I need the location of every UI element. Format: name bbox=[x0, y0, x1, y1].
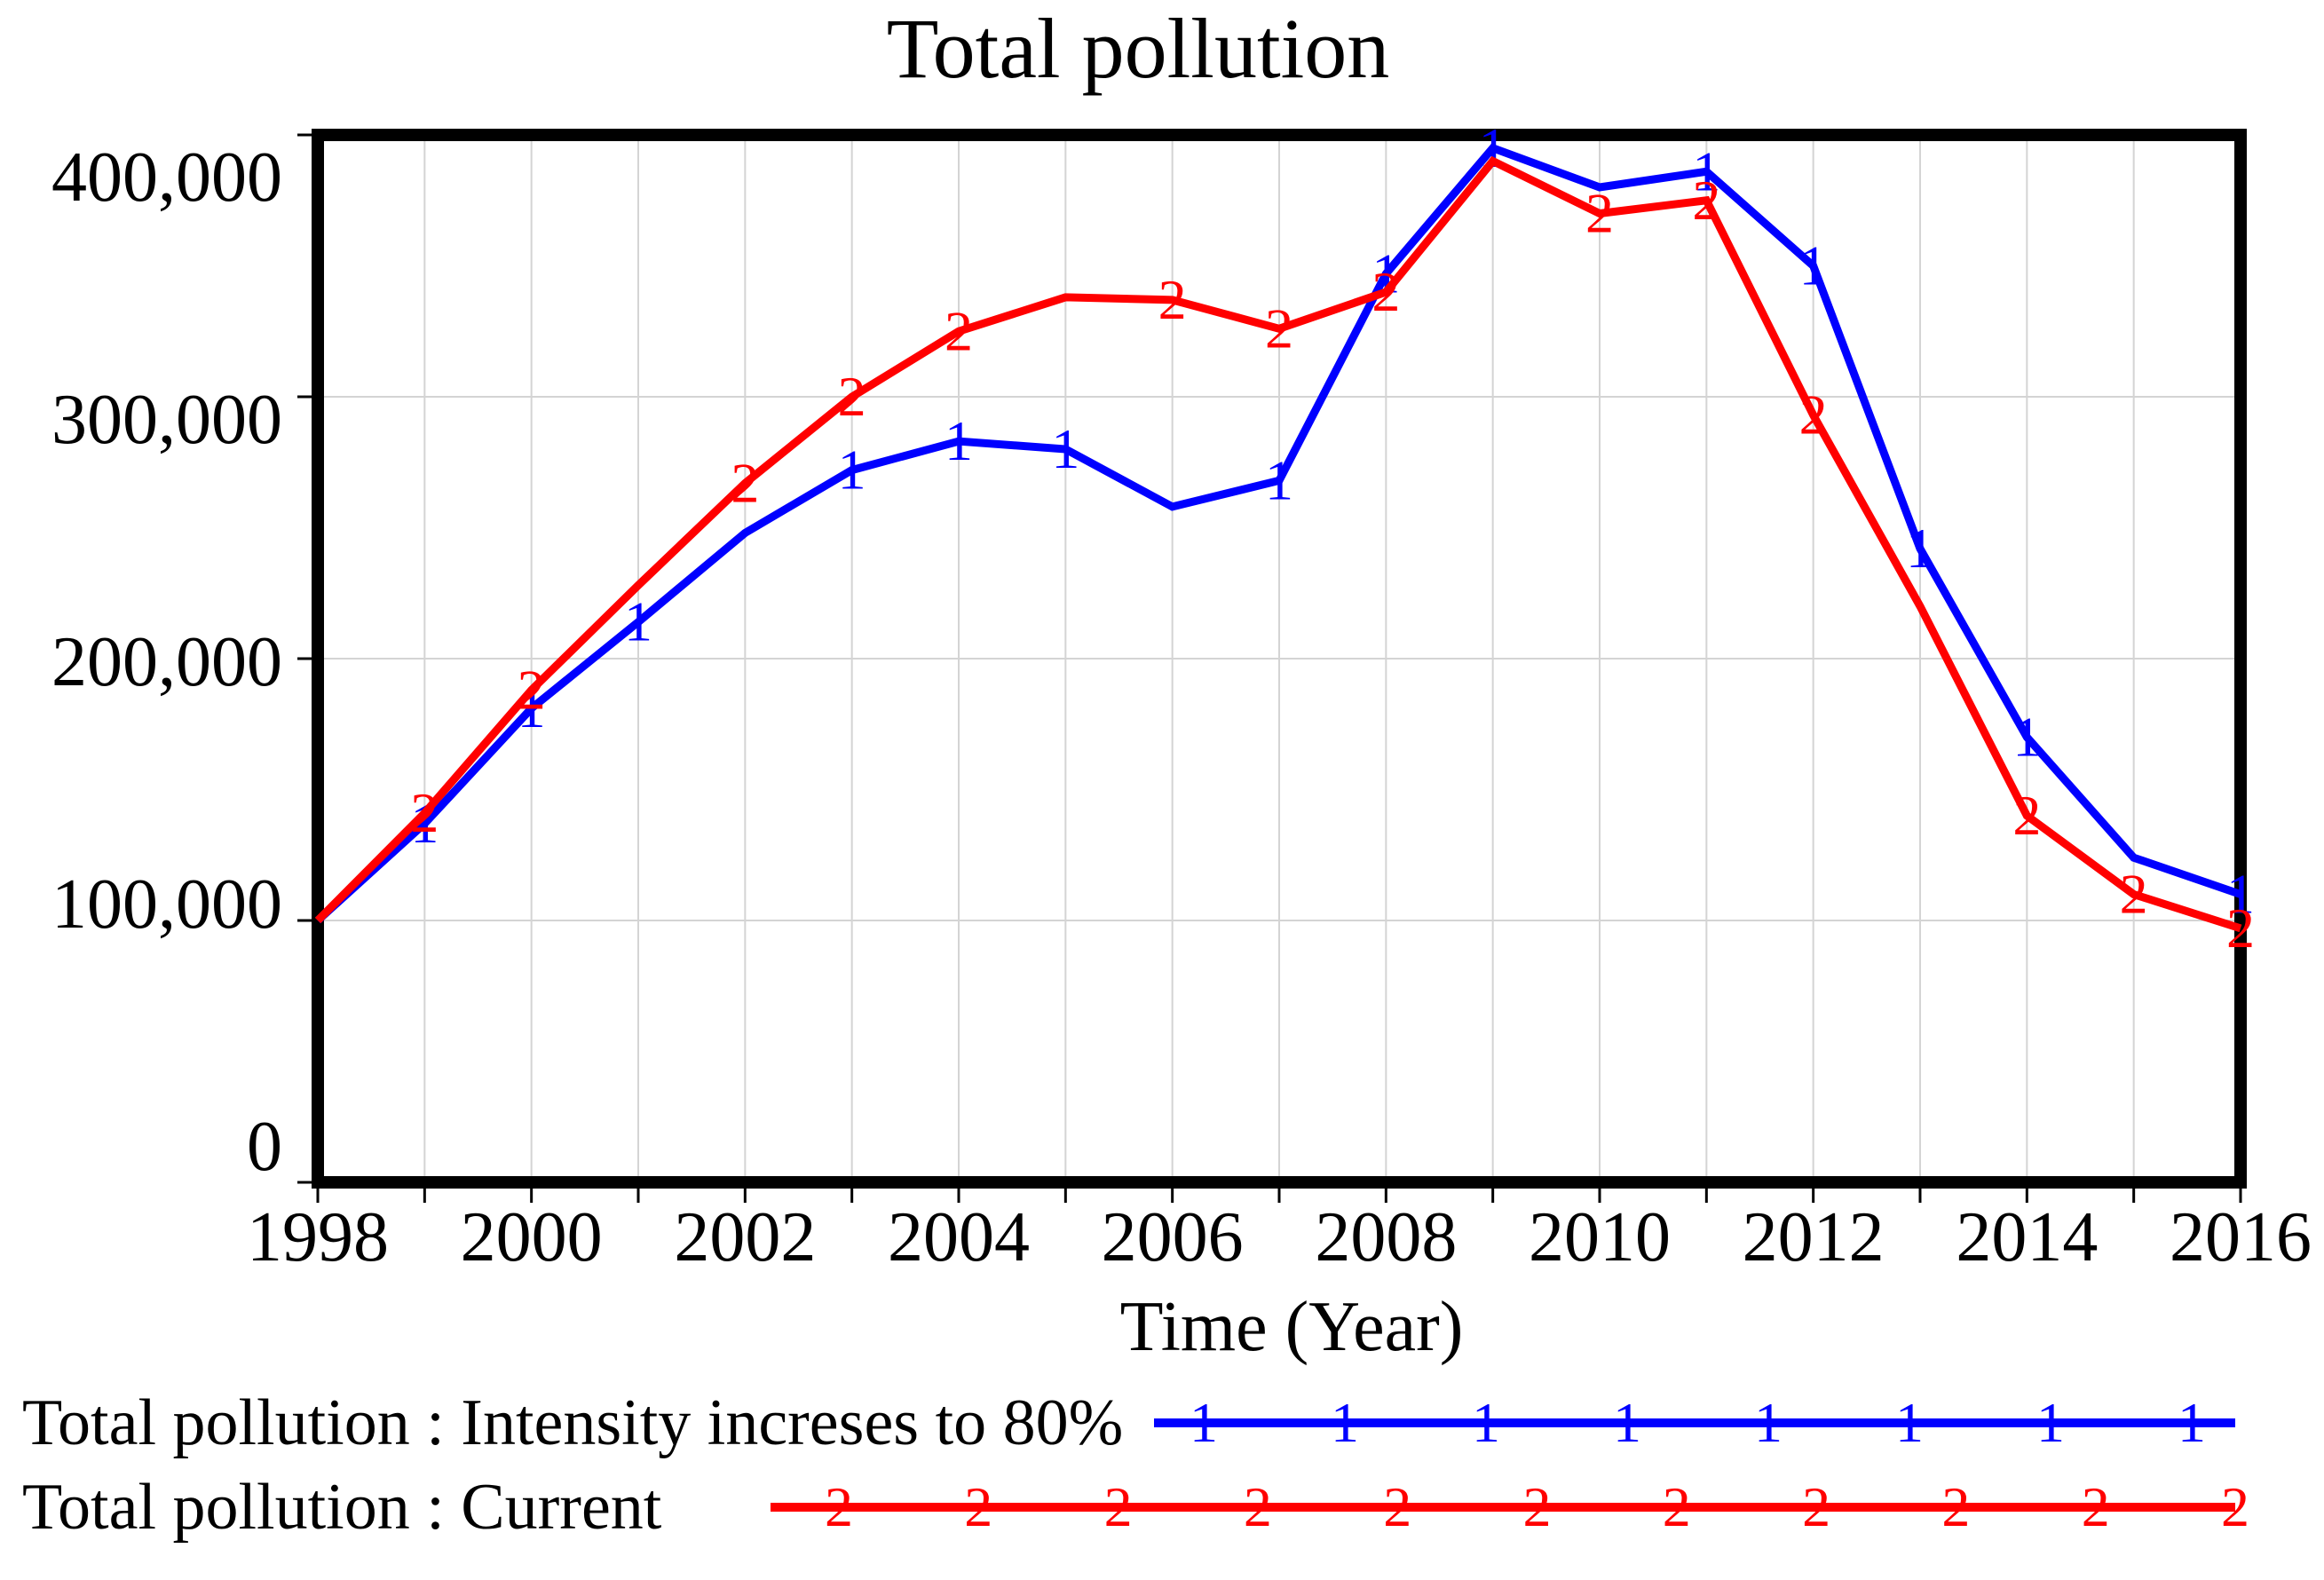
y-tick-label: 200,000 bbox=[51, 623, 282, 701]
y-tick-label: 100,000 bbox=[51, 865, 282, 944]
x-tick-label: 2004 bbox=[888, 1198, 1030, 1276]
legend-item-intensity-increases: Total pollution : Intensity increses to … bbox=[22, 1386, 1124, 1459]
legend-marker: 2 bbox=[2082, 1475, 2110, 1538]
legend-marker: 2 bbox=[825, 1475, 853, 1538]
gridlines bbox=[318, 135, 2241, 1182]
series-2-marker: 2 bbox=[2120, 863, 2148, 926]
y-axis-tick-labels: 0 100,000 200,000 300,000 400,000 bbox=[51, 138, 282, 1186]
series-1-line bbox=[314, 143, 2242, 924]
legend-marker: 2 bbox=[1941, 1475, 1970, 1538]
x-tick-label: 2010 bbox=[1529, 1198, 1671, 1276]
series-2-marker: 2 bbox=[1265, 296, 1293, 359]
x-tick-label: 2012 bbox=[1743, 1198, 1885, 1276]
series-2-marker: 2 bbox=[1692, 169, 1720, 232]
series-2-marker: 2 bbox=[1799, 383, 1828, 446]
legend-marker: 1 bbox=[1472, 1391, 1500, 1454]
series-2-marker: 2 bbox=[518, 658, 546, 721]
legend-marker: 2 bbox=[964, 1475, 992, 1538]
series-1-marker: 1 bbox=[1265, 448, 1293, 511]
x-tick-label: 2006 bbox=[1102, 1198, 1244, 1276]
series-1-marker: 1 bbox=[1906, 517, 1934, 580]
series-2-marker: 2 bbox=[1371, 260, 1400, 323]
x-axis-tick-labels: 1998 2000 2002 2004 2006 2008 2010 2012 2014 2016 bbox=[247, 1198, 2312, 1276]
plot-frame bbox=[312, 129, 2247, 1189]
legend-item-current: Total pollution : Current bbox=[22, 1471, 662, 1544]
series-2-marker: 2 bbox=[2012, 784, 2041, 847]
series-2-marker: 2 bbox=[2226, 897, 2255, 960]
x-tick-label: 1998 bbox=[247, 1198, 389, 1276]
legend-marker: 1 bbox=[1754, 1391, 1783, 1454]
series-1-marker: 1 bbox=[624, 590, 652, 653]
series-1-marker: 1 bbox=[1799, 234, 1828, 297]
series-1-marker: 1 bbox=[1051, 417, 1079, 480]
legend-keyline-1: 1 1 1 1 1 1 1 1 bbox=[1154, 1391, 2235, 1454]
legend-marker: 1 bbox=[2036, 1391, 2065, 1454]
legend-marker: 1 bbox=[1613, 1391, 1641, 1454]
series-1-marker: 1 bbox=[2012, 706, 2041, 769]
legend-keyline-2: 2 2 2 2 2 2 2 2 2 2 2 bbox=[771, 1475, 2249, 1538]
x-axis-title: Time (Year) bbox=[1119, 1288, 1464, 1366]
series-2-marker: 2 bbox=[410, 781, 439, 844]
legend-marker: 2 bbox=[1802, 1475, 1830, 1538]
x-tick-label: 2014 bbox=[1956, 1198, 2098, 1276]
legend-marker: 2 bbox=[1383, 1475, 1411, 1538]
legend-marker: 1 bbox=[1190, 1391, 1218, 1454]
series-1-marker: 1 bbox=[2226, 863, 2255, 926]
x-tick-label: 2016 bbox=[2170, 1198, 2312, 1276]
legend-marker: 2 bbox=[1663, 1475, 1691, 1538]
series-2-markers: 2 2 2 2 2 2 2 2 2 2 2 2 2 2 bbox=[410, 169, 2255, 960]
series-2-marker: 2 bbox=[1158, 268, 1187, 331]
chart-title: Total pollution bbox=[886, 1, 1390, 96]
series-2-marker: 2 bbox=[1585, 182, 1614, 245]
legend-marker: 1 bbox=[1331, 1391, 1359, 1454]
y-tick-label: 300,000 bbox=[51, 381, 282, 459]
series-1-marker: 1 bbox=[1692, 139, 1720, 202]
axis-ticks bbox=[297, 133, 2242, 1203]
series-1-marker: 1 bbox=[945, 409, 973, 472]
legend-marker: 2 bbox=[1104, 1475, 1133, 1538]
legend-marker: 2 bbox=[1244, 1475, 1272, 1538]
series-1-marker: 1 bbox=[838, 438, 866, 502]
series-2-marker: 2 bbox=[731, 451, 759, 514]
series-2-marker: 2 bbox=[945, 299, 973, 362]
legend-marker: 2 bbox=[1523, 1475, 1552, 1538]
x-tick-label: 2008 bbox=[1315, 1198, 1457, 1276]
legend-marker: 1 bbox=[2178, 1391, 2206, 1454]
y-tick-label: 400,000 bbox=[51, 138, 282, 217]
y-tick-label: 0 bbox=[247, 1108, 282, 1186]
series-2-line bbox=[314, 155, 2242, 933]
legend-marker: 1 bbox=[1895, 1391, 1924, 1454]
legend-marker: 2 bbox=[2221, 1475, 2249, 1538]
x-tick-label: 2002 bbox=[674, 1198, 816, 1276]
x-tick-label: 2000 bbox=[461, 1198, 603, 1276]
series-2-marker: 2 bbox=[838, 365, 866, 428]
